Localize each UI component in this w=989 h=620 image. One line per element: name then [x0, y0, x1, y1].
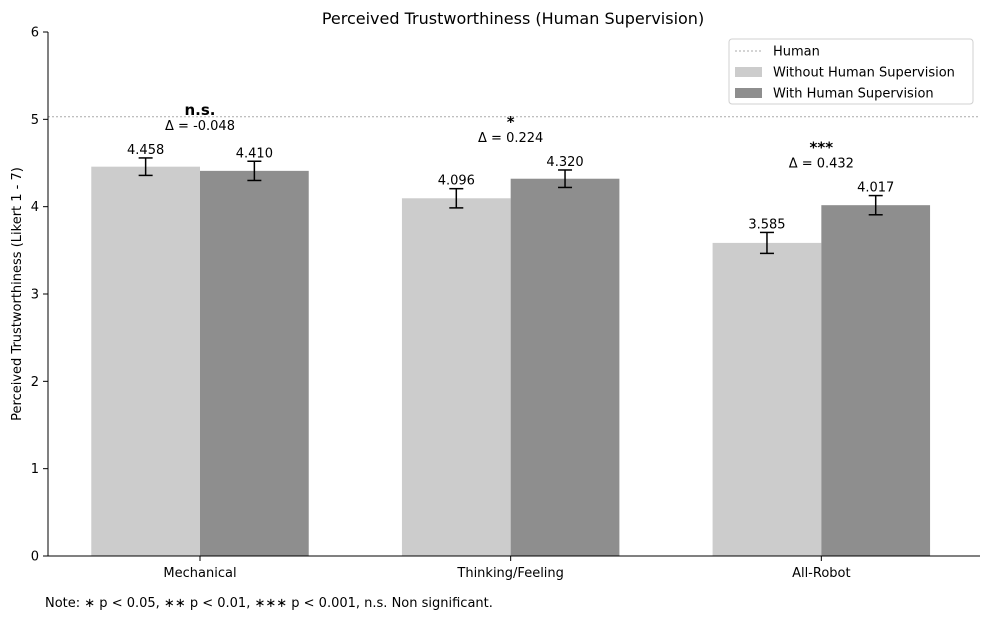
bar-value-label: 3.585: [748, 217, 785, 232]
legend-label: Human: [773, 45, 820, 60]
bar-with-supervision: [821, 205, 931, 556]
legend-box: [728, 38, 974, 105]
bar-value-label: 4.017: [857, 181, 894, 196]
bar-value-label: 4.458: [127, 143, 164, 158]
significance-label: *: [507, 113, 515, 131]
significance-label: ***: [810, 139, 834, 157]
legend-label: With Human Supervision: [773, 87, 934, 102]
bar-with-supervision: [200, 170, 309, 557]
y-tick-label: 0: [31, 550, 39, 565]
plot-area: 0 1 2 3 4 5 6 4.458 4.410 Mechanical n.s.Δ = -0.04…: [31, 26, 980, 581]
chart-note: Note: ∗ p < 0.05, ∗∗ p < 0.01, ∗∗∗ p < 0…: [45, 596, 493, 611]
bar-value-label: 4.320: [546, 155, 583, 170]
bar-value-label: 4.096: [438, 174, 475, 189]
x-tick-label: Thinking/Feeling: [456, 566, 564, 581]
legend: Human Without Human Supervision With Human…: [728, 38, 974, 105]
y-tick-label: 3: [31, 288, 39, 303]
x-tick-label: Mechanical: [163, 566, 236, 581]
y-tick-label: 2: [31, 375, 39, 390]
y-tick-label: 4: [31, 200, 39, 215]
legend-label: Without Human Supervision: [773, 66, 955, 81]
x-tick-label: All-Robot: [792, 566, 851, 581]
bar-without-supervision: [91, 166, 200, 556]
y-tick-label: 1: [31, 462, 39, 477]
delta-label: Δ = -0.048: [165, 119, 235, 134]
bar-without-supervision: [401, 198, 511, 557]
chart-title: Perceived Trustworthiness (Human Supervi…: [322, 9, 704, 28]
y-axis-label: Perceived Trustworthiness (Likert 1 - 7): [10, 167, 25, 421]
legend-swatch: [735, 88, 762, 98]
bar-without-supervision: [712, 242, 822, 556]
delta-label: Δ = 0.432: [789, 157, 854, 172]
y-tick-label: 6: [31, 26, 39, 41]
y-tick-label: 5: [31, 113, 39, 128]
bar-value-label: 4.410: [236, 146, 273, 161]
bar-with-supervision: [510, 178, 620, 556]
significance-label: n.s.: [184, 101, 215, 119]
delta-label: Δ = 0.224: [478, 131, 543, 146]
legend-swatch: [735, 67, 762, 77]
